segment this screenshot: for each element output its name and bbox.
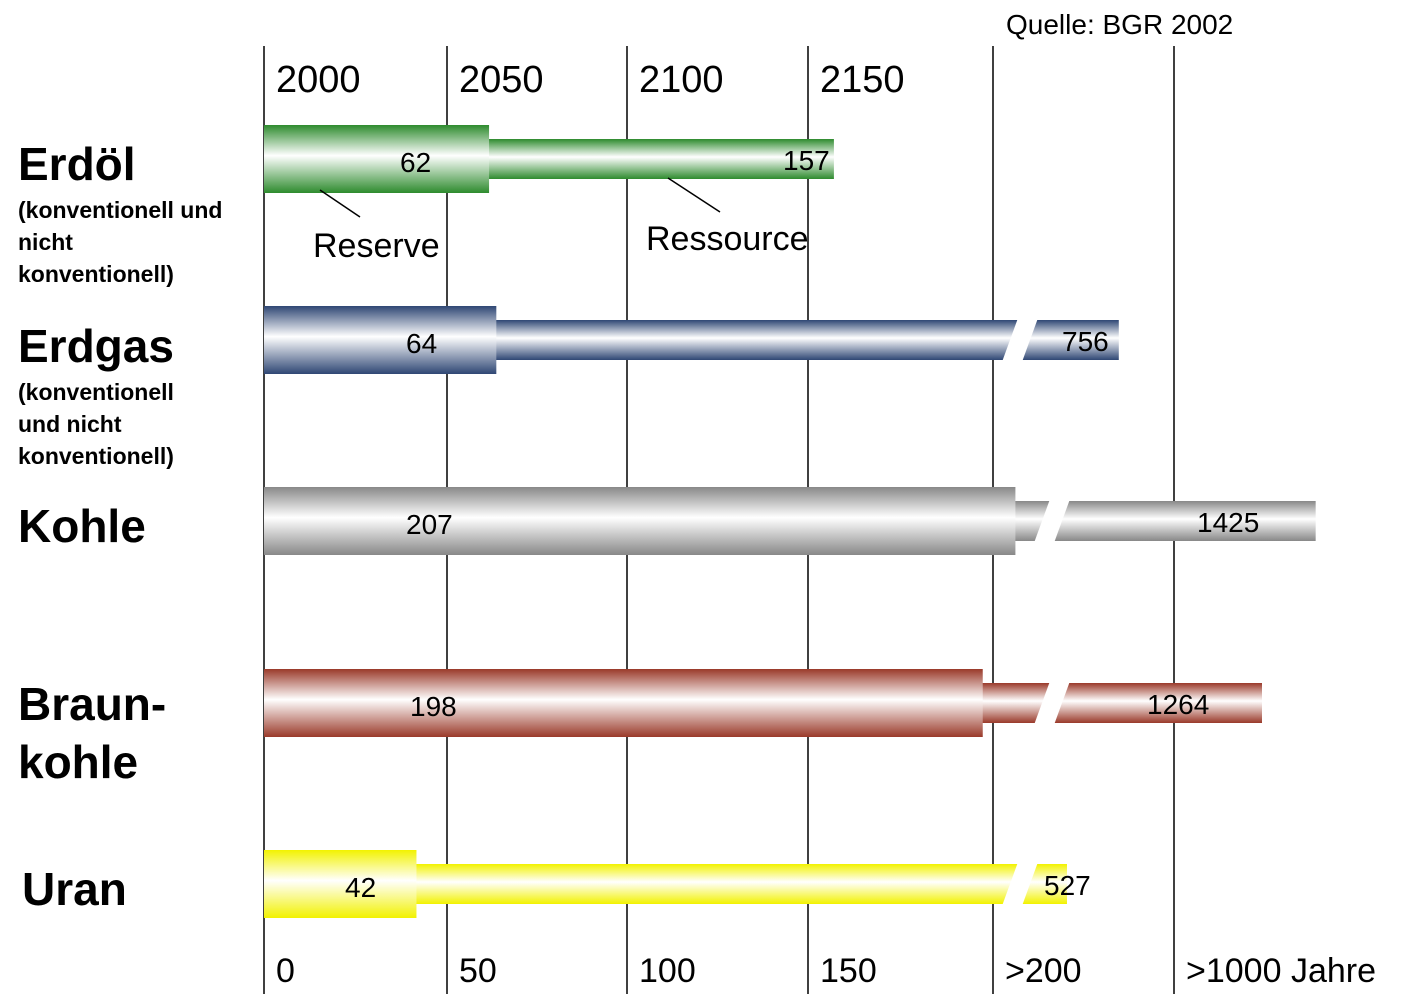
top-tick-label: 2050: [459, 59, 544, 101]
bottom-tick-label: >1000 Jahre: [1186, 952, 1376, 990]
top-tick-label: 2100: [639, 59, 724, 101]
reserve-value-label: 207: [406, 509, 453, 540]
bottom-axis: 0 50 100 150 >200 >1000 Jahre: [276, 952, 1376, 990]
category-subtitle: (konventionell: [18, 379, 174, 405]
reserve-value-label: 64: [406, 328, 437, 359]
bottom-tick-label: 0: [276, 952, 295, 990]
category-name: Erdöl: [18, 138, 136, 190]
category-name: Uran: [22, 863, 127, 915]
reserve-bar-erdgas: [264, 306, 496, 374]
reserve-bar-braun: [264, 669, 983, 737]
reserve-value-label: 62: [400, 147, 431, 178]
category-name: Kohle: [18, 500, 146, 552]
category-subtitle: konventionell): [18, 261, 174, 287]
reserve-bar-erd-l: [264, 125, 489, 193]
bottom-tick-label: 100: [639, 952, 696, 990]
resource-pointer: [668, 178, 720, 212]
reserve-bar-kohle: [264, 487, 1015, 555]
category-name: Braun-: [18, 678, 166, 730]
source-label: Quelle: BGR 2002: [1006, 9, 1233, 40]
category-name: kohle: [18, 736, 138, 788]
category-subtitle: nicht: [18, 229, 73, 255]
bottom-tick-label: >200: [1005, 952, 1082, 990]
reserve-value-label: 42: [345, 872, 376, 903]
resource-value-label: 1264: [1147, 689, 1209, 720]
resource-value-label: 527: [1044, 870, 1091, 901]
bottom-tick-label: 50: [459, 952, 497, 990]
reserve-annotation: Reserve: [313, 227, 440, 265]
top-tick-label: 2000: [276, 59, 361, 101]
category-subtitle: (konventionell und: [18, 197, 222, 223]
top-tick-label: 2150: [820, 59, 905, 101]
reserve-pointer: [320, 190, 360, 217]
resource-value-label: 157: [783, 145, 830, 176]
reserve-bar-uran: [264, 850, 416, 918]
category-labels: Erdöl (konventionell und nicht konventionel…: [18, 138, 222, 915]
resource-value-label: 756: [1062, 326, 1109, 357]
top-axis: 2000 2050 2100 2150: [276, 59, 905, 101]
category-subtitle: konventionell): [18, 443, 174, 469]
category-name: Erdgas: [18, 320, 174, 372]
resource-annotation: Ressource: [646, 220, 809, 258]
category-subtitle: und nicht: [18, 411, 122, 437]
bottom-tick-label: 150: [820, 952, 877, 990]
resource-value-label: 1425: [1197, 507, 1259, 538]
reserve-value-label: 198: [410, 691, 457, 722]
